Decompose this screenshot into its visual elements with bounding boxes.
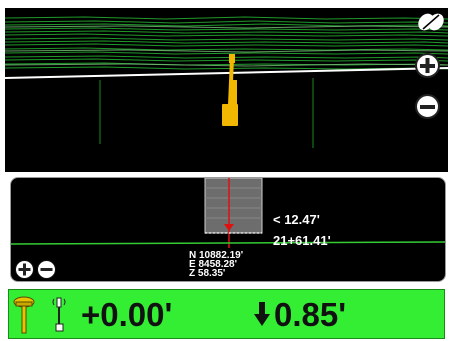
plan-view-canvas (5, 16, 448, 148)
cross-section-canvas (11, 178, 445, 248)
arrow-down-icon (254, 302, 270, 326)
station-readout: 21+61.41' (273, 233, 331, 248)
profile-zoom-in-button[interactable] (15, 260, 34, 279)
cut-fill-readout: +0.00' (81, 296, 173, 333)
guidance-status-bar: +0.00' 0.85' (8, 289, 445, 339)
design-surface-line (11, 241, 445, 245)
vertical-guidance-readout: 0.85' (274, 296, 347, 333)
road-edge-line (5, 67, 448, 79)
easting-readout: E 8458.28' (189, 259, 237, 270)
bucket-target-box (204, 178, 263, 234)
plus-icon (18, 263, 31, 276)
bucket-target-hatch (205, 187, 262, 219)
cutting-edge-marker (224, 224, 234, 231)
surface-contour-lines (5, 16, 448, 70)
plus-icon (420, 58, 435, 73)
excavator-icon (222, 54, 238, 126)
elevation-readout: Z 58.35' (189, 268, 226, 279)
profile-zoom-out-button[interactable] (37, 260, 56, 279)
cross-section-view[interactable]: < 12.47' 21+61.41' N 10882.19' E 8458.28… (10, 177, 446, 282)
minus-icon (420, 105, 435, 109)
minus-icon (40, 268, 53, 271)
zoom-out-button[interactable] (415, 94, 440, 119)
compass-icon[interactable] (417, 11, 445, 33)
zoom-in-button[interactable] (415, 53, 440, 78)
rover-pole-icon[interactable] (51, 296, 69, 334)
northing-readout: N 10882.19' (189, 250, 244, 261)
offset-readout: < 12.47' (273, 212, 320, 227)
plan-view[interactable] (5, 8, 448, 172)
gps-antenna-icon[interactable] (13, 295, 35, 335)
surface-contour-highlights (5, 25, 448, 67)
